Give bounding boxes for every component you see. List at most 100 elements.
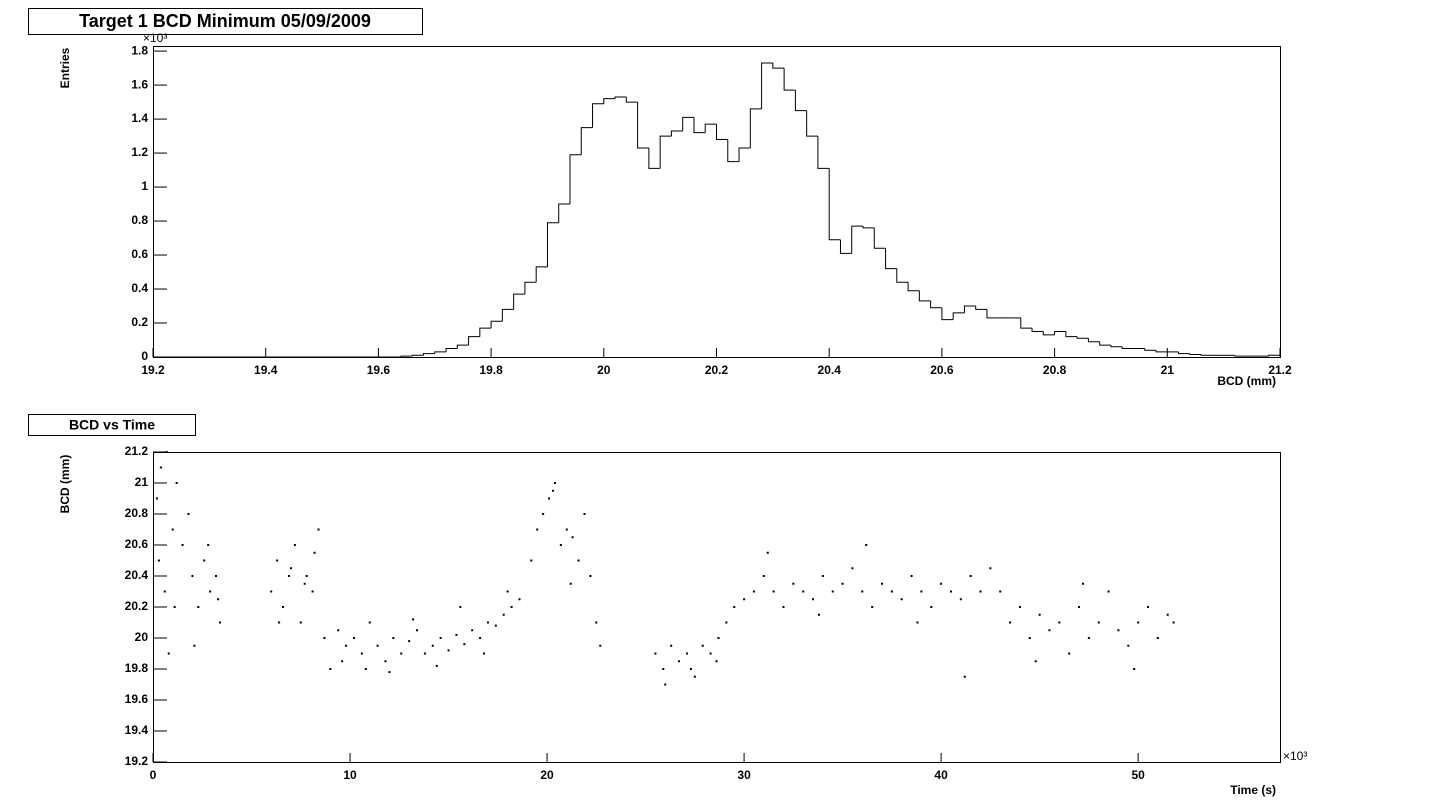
- histogram-bin: [490, 320, 503, 329]
- histogram-bin: [411, 354, 424, 357]
- scatter-point: [678, 660, 681, 663]
- scatter-point: [167, 652, 170, 655]
- scatter-point: [435, 664, 438, 667]
- scatter-point: [821, 575, 824, 577]
- scatter-point: [693, 675, 696, 678]
- scatter-point: [384, 660, 387, 663]
- scatter-point: [1087, 637, 1090, 639]
- histogram-bin: [569, 154, 582, 205]
- scatter-point: [341, 660, 344, 663]
- x-tick-label: 19.4: [254, 363, 278, 377]
- scatter-point: [662, 668, 665, 670]
- scatter-point: [187, 513, 190, 515]
- scatter-point: [551, 489, 554, 492]
- scatter-point: [165, 451, 168, 453]
- scatter-point: [193, 644, 196, 647]
- scatter-point: [1127, 644, 1130, 647]
- scatter-point: [959, 598, 962, 601]
- scatter-point: [412, 618, 415, 621]
- scatter-point: [218, 621, 221, 624]
- scatter-point: [817, 613, 820, 616]
- x-tick-label: 19.2: [141, 363, 165, 377]
- y-tick-label: 1.8: [131, 43, 148, 57]
- scatter-point: [851, 567, 854, 570]
- scatter-point: [388, 671, 391, 674]
- scatter-point: [890, 590, 893, 593]
- scatter-point: [548, 497, 551, 500]
- scatter-point: [486, 621, 489, 624]
- scatter-point: [1137, 621, 1140, 624]
- plot-frame: [153, 452, 1281, 763]
- scatter-point: [159, 466, 162, 469]
- scatter-point: [197, 606, 200, 608]
- histogram-bin: [986, 309, 999, 319]
- scatter-point: [583, 513, 586, 515]
- histogram-bin: [558, 203, 570, 223]
- y-tick-label: 0: [141, 349, 148, 363]
- scatter-point: [685, 652, 688, 655]
- scatter-point: [715, 660, 718, 663]
- x-tick-label: 10: [343, 768, 357, 782]
- scatter-point: [841, 582, 844, 585]
- scatter-point: [772, 590, 775, 593]
- scatter-point: [1058, 621, 1061, 624]
- scatter-point: [949, 590, 952, 593]
- histogram-bin: [445, 348, 458, 352]
- scatter-point: [709, 652, 712, 655]
- scatter-point: [1038, 613, 1041, 616]
- scatter-point: [360, 652, 363, 655]
- scatter-point: [337, 629, 340, 632]
- scatter-point: [313, 551, 316, 554]
- scatter-point: [408, 640, 411, 643]
- y-tick-label: 1.6: [131, 77, 148, 91]
- scatter-point: [311, 590, 314, 593]
- histogram-bin: [704, 123, 717, 133]
- histogram-bin: [501, 308, 514, 322]
- histogram-bin: [1087, 338, 1100, 343]
- histogram-bin: [456, 344, 469, 349]
- histogram-bin: [693, 117, 706, 134]
- scatter-point: [1107, 590, 1110, 593]
- y-tick-label: 20.8: [125, 506, 149, 520]
- scatter-point: [463, 643, 466, 646]
- x-tick-label: 30: [737, 768, 751, 782]
- scatter-point: [871, 606, 874, 608]
- x-tick-label: 40: [934, 768, 948, 782]
- scatter-point: [861, 590, 864, 593]
- scatter-point: [506, 590, 509, 593]
- scatter-point: [689, 668, 692, 670]
- scatter-point: [494, 624, 497, 627]
- y-tick-label: 20.4: [125, 568, 149, 582]
- x-tick-label: 21: [1161, 363, 1175, 377]
- histogram-bin: [738, 147, 751, 162]
- histogram-bin: [682, 116, 694, 131]
- scatter-point: [1028, 637, 1031, 639]
- scatter-point: [559, 544, 562, 546]
- histogram-bin: [614, 96, 627, 99]
- scatter-point: [670, 644, 673, 647]
- scatter-point: [459, 606, 462, 608]
- y-tick-label: 19.4: [125, 723, 149, 737]
- scatter-point: [900, 598, 903, 601]
- x-tick-label: 20.2: [705, 363, 729, 377]
- x-tick-label: 21.2: [1268, 363, 1292, 377]
- histogram-bin: [907, 282, 920, 292]
- histogram-bin: [434, 351, 447, 354]
- scatter-point: [733, 606, 736, 608]
- histogram-bin: [749, 108, 762, 148]
- histogram-bin: [648, 147, 661, 169]
- histogram-bin: [1178, 351, 1190, 355]
- scatter-point: [502, 613, 505, 616]
- scatter-point: [979, 590, 982, 593]
- scatter-point: [1078, 606, 1081, 608]
- scatter-point: [483, 652, 486, 655]
- scatter-point: [1009, 621, 1012, 624]
- scatter-point: [282, 606, 285, 608]
- scatter-point: [1081, 582, 1084, 585]
- scatter-point: [571, 536, 574, 539]
- y-tick-label: 1.2: [131, 145, 148, 159]
- scatter-point: [743, 598, 746, 601]
- histogram-bin: [817, 136, 830, 169]
- chart-title: BCD vs Time: [69, 417, 155, 433]
- scatter-point: [345, 644, 348, 647]
